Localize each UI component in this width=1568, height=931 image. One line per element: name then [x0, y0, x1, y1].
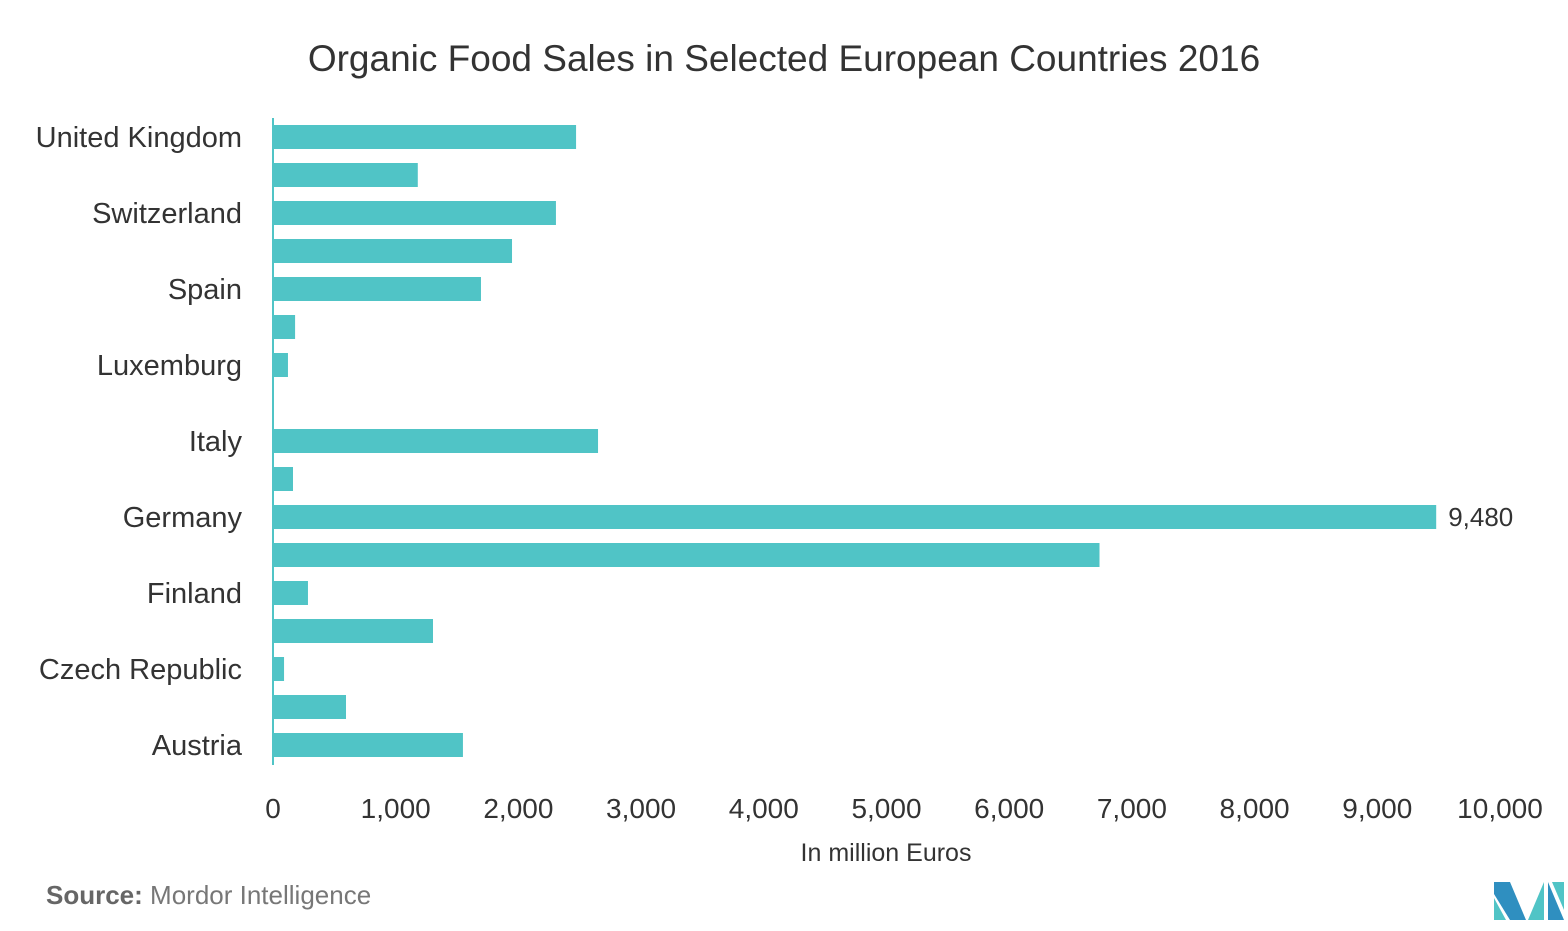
category-label: Finland [147, 578, 242, 610]
bar [273, 581, 308, 605]
category-label: Germany [123, 502, 243, 534]
bar [273, 467, 294, 491]
x-tick-label: 6,000 [974, 793, 1044, 824]
bar [273, 695, 347, 719]
bar [273, 429, 599, 453]
bar [273, 163, 418, 187]
data-label: 9,480 [1448, 502, 1513, 532]
x-tick-label: 4,000 [729, 793, 799, 824]
bar [273, 277, 481, 301]
x-tick-label: 3,000 [606, 793, 676, 824]
x-tick-label: 5,000 [851, 793, 921, 824]
bar [273, 239, 513, 263]
bar [273, 505, 1437, 529]
x-tick-label: 7,000 [1097, 793, 1167, 824]
x-tick-label: 0 [265, 793, 281, 824]
bar [273, 619, 434, 643]
x-tick-label: 1,000 [361, 793, 431, 824]
category-label: Austria [152, 730, 243, 762]
bar [273, 125, 577, 149]
category-label: Spain [168, 274, 242, 306]
source-text: Mordor Intelligence [150, 880, 372, 910]
x-tick-label: 8,000 [1220, 793, 1290, 824]
category-label: Switzerland [92, 198, 242, 230]
x-tick-label: 2,000 [483, 793, 553, 824]
category-label: Czech Republic [39, 654, 242, 686]
source-note: Source: Mordor Intelligence [46, 880, 371, 911]
mordor-logo [1494, 882, 1564, 920]
bar [273, 657, 285, 681]
x-tick-label: 10,000 [1457, 793, 1543, 824]
category-label: Italy [189, 426, 243, 458]
category-label: United Kingdom [36, 122, 242, 154]
source-label: Source: [46, 880, 143, 910]
x-axis-label: In million Euros [801, 839, 972, 867]
bar [273, 733, 463, 757]
category-label: Luxemburg [97, 350, 242, 382]
bar [273, 315, 296, 339]
bar [273, 353, 288, 377]
bar [273, 543, 1100, 567]
x-tick-label: 9,000 [1342, 793, 1412, 824]
bar [273, 201, 556, 225]
chart-title: Organic Food Sales in Selected European … [307, 38, 1261, 79]
